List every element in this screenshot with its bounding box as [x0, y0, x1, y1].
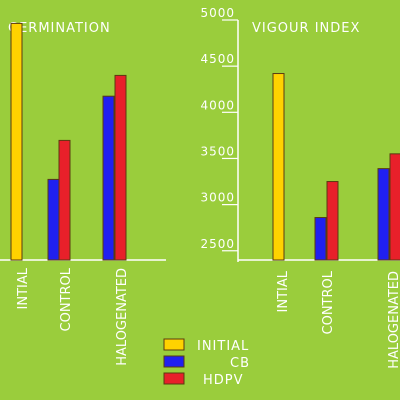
germination-category-label-control: CONTROL	[59, 267, 74, 331]
germination-bar-halogenated-hdpv	[114, 74, 127, 261]
vigour-category-label-control: CONTROL	[321, 270, 336, 334]
vigour-y-tick-label-4500: 4500	[200, 52, 235, 66]
legend: INITIAL CB HDPV	[163, 338, 250, 388]
vigour-bar-intial-initial	[272, 73, 285, 261]
vigour-category-label-intial: INTIAL	[276, 270, 291, 312]
germination-chart: GERMINATION INTIAL CONTROL HALOGENATED	[0, 21, 166, 366]
vigour-category-label-halogenated: HALOGENATED	[387, 271, 400, 369]
legend-label-hdpv: HDPV	[203, 373, 244, 388]
germination-bars	[10, 22, 127, 261]
germination-bar-intial-initial	[10, 22, 23, 261]
vigour-y-tick-label-5000: 5000	[200, 6, 235, 20]
vigour-y-tick-label-3000: 3000	[200, 191, 235, 205]
legend-label-initial: INITIAL	[197, 339, 249, 354]
legend-swatch-hdpv	[163, 372, 185, 385]
germination-bar-control-hdpv	[58, 139, 71, 261]
vigour-bar-halogenated-hdpv	[389, 153, 400, 261]
vigour-y-tick-label-3500: 3500	[200, 144, 235, 158]
legend-swatch-cb	[163, 355, 185, 368]
vigour-bar-control-cb	[314, 217, 327, 261]
vigour-index-chart: VIGOUR INDEX 2500 3000 3500 4000 4500 5000 IN…	[200, 6, 400, 369]
vigour-y-tick-label-2500: 2500	[200, 237, 235, 251]
vigour-y-ticks: 2500 3000 3500 4000 4500 5000	[200, 6, 238, 252]
germination-title: GERMINATION	[8, 21, 111, 36]
vigour-bar-halogenated-cb	[377, 168, 390, 261]
germination-bar-control-cb	[47, 178, 60, 261]
vigour-bar-control-hdpv	[326, 181, 339, 261]
vigour-y-tick-label-4000: 4000	[200, 98, 235, 112]
legend-label-cb: CB	[230, 356, 250, 371]
germination-bar-halogenated-cb	[102, 95, 115, 261]
legend-swatch-initial	[163, 338, 185, 351]
vigour-bars	[272, 73, 400, 261]
vigour-index-title: VIGOUR INDEX	[252, 21, 360, 36]
germination-category-label-halogenated: HALOGENATED	[115, 268, 130, 366]
germination-category-label-intial: INTIAL	[16, 267, 31, 309]
